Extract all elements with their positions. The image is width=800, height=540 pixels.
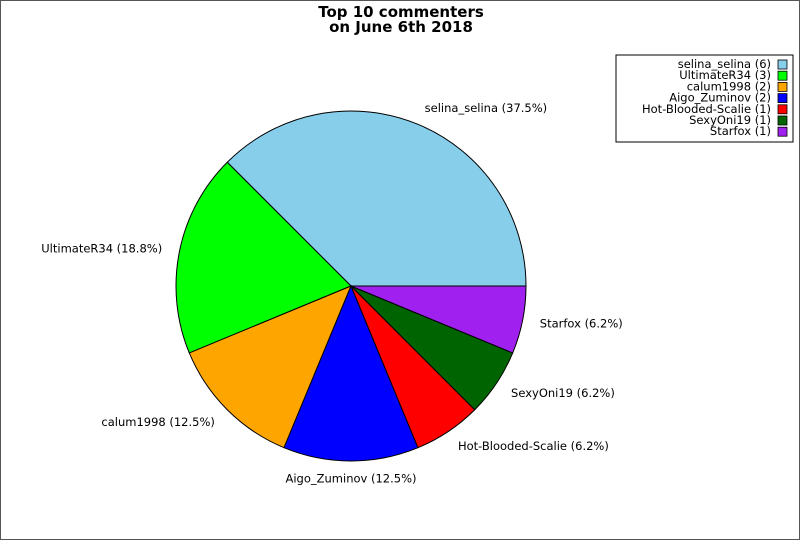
legend-label-starfox: Starfox (1) (710, 124, 771, 138)
slice-label-aigo-zuminov: Aigo_Zuminov (12.5%) (285, 472, 416, 486)
slice-label-calum1998: calum1998 (12.5%) (101, 415, 214, 429)
legend-swatch-aigo-zuminov (777, 93, 788, 103)
slice-label-ultimater34: UltimateR34 (18.8%) (41, 241, 162, 255)
legend-label-sexyoni19: SexyOni19 (1) (689, 113, 771, 127)
pie-slice-starfox (350, 285, 527, 354)
chart-title-line-1: Top 10 commenters (318, 3, 484, 21)
legend-items: selina_selina (6)UltimateR34 (3)calum199… (642, 57, 788, 138)
slice-label-starfox: Starfox (6.2%) (540, 317, 623, 331)
legend-label-ultimater34: UltimateR34 (3) (679, 68, 771, 82)
legend-label-selina-selina: selina_selina (6) (678, 57, 771, 71)
legend-swatch-calum1998 (777, 82, 788, 92)
legend-swatch-starfox (777, 126, 788, 137)
legend-label-hot-blooded-scalie: Hot-Blooded-Scalie (1) (642, 102, 771, 116)
pie-slice-aigo-zuminov (283, 284, 419, 462)
legend: selina_selina (6)UltimateR34 (3)calum199… (615, 54, 794, 143)
slice-labels: selina_selina (37.5%) UltimateR34 (18.8%)… (41, 101, 623, 485)
legend-swatch-sexyoni19 (777, 115, 788, 126)
slice-label-hot-blooded-scalie: Hot-Blooded-Scalie (6.2%) (458, 439, 609, 453)
legend-box (615, 54, 794, 143)
legend-label-calum1998: calum1998 (2) (687, 79, 771, 93)
slice-label-sexyoni19: SexyOni19 (6.2%) (511, 386, 615, 400)
legend-swatch-ultimater34 (777, 70, 788, 81)
pie-slice-calum1998 (188, 285, 352, 449)
legend-label-aigo-zuminov: Aigo_Zuminov (2) (669, 91, 771, 105)
pie-slice-ultimater34 (175, 161, 352, 354)
chart-title-line-2: on June 6th 2018 (329, 18, 473, 36)
pie-slice-selina-selina (226, 110, 527, 287)
slice-label-selina-selina: selina_selina (37.5%) (425, 101, 548, 115)
legend-swatch-hot-blooded-scalie (777, 104, 788, 115)
legend-swatch-selina-selina (777, 59, 788, 70)
pie-slices (175, 110, 527, 462)
